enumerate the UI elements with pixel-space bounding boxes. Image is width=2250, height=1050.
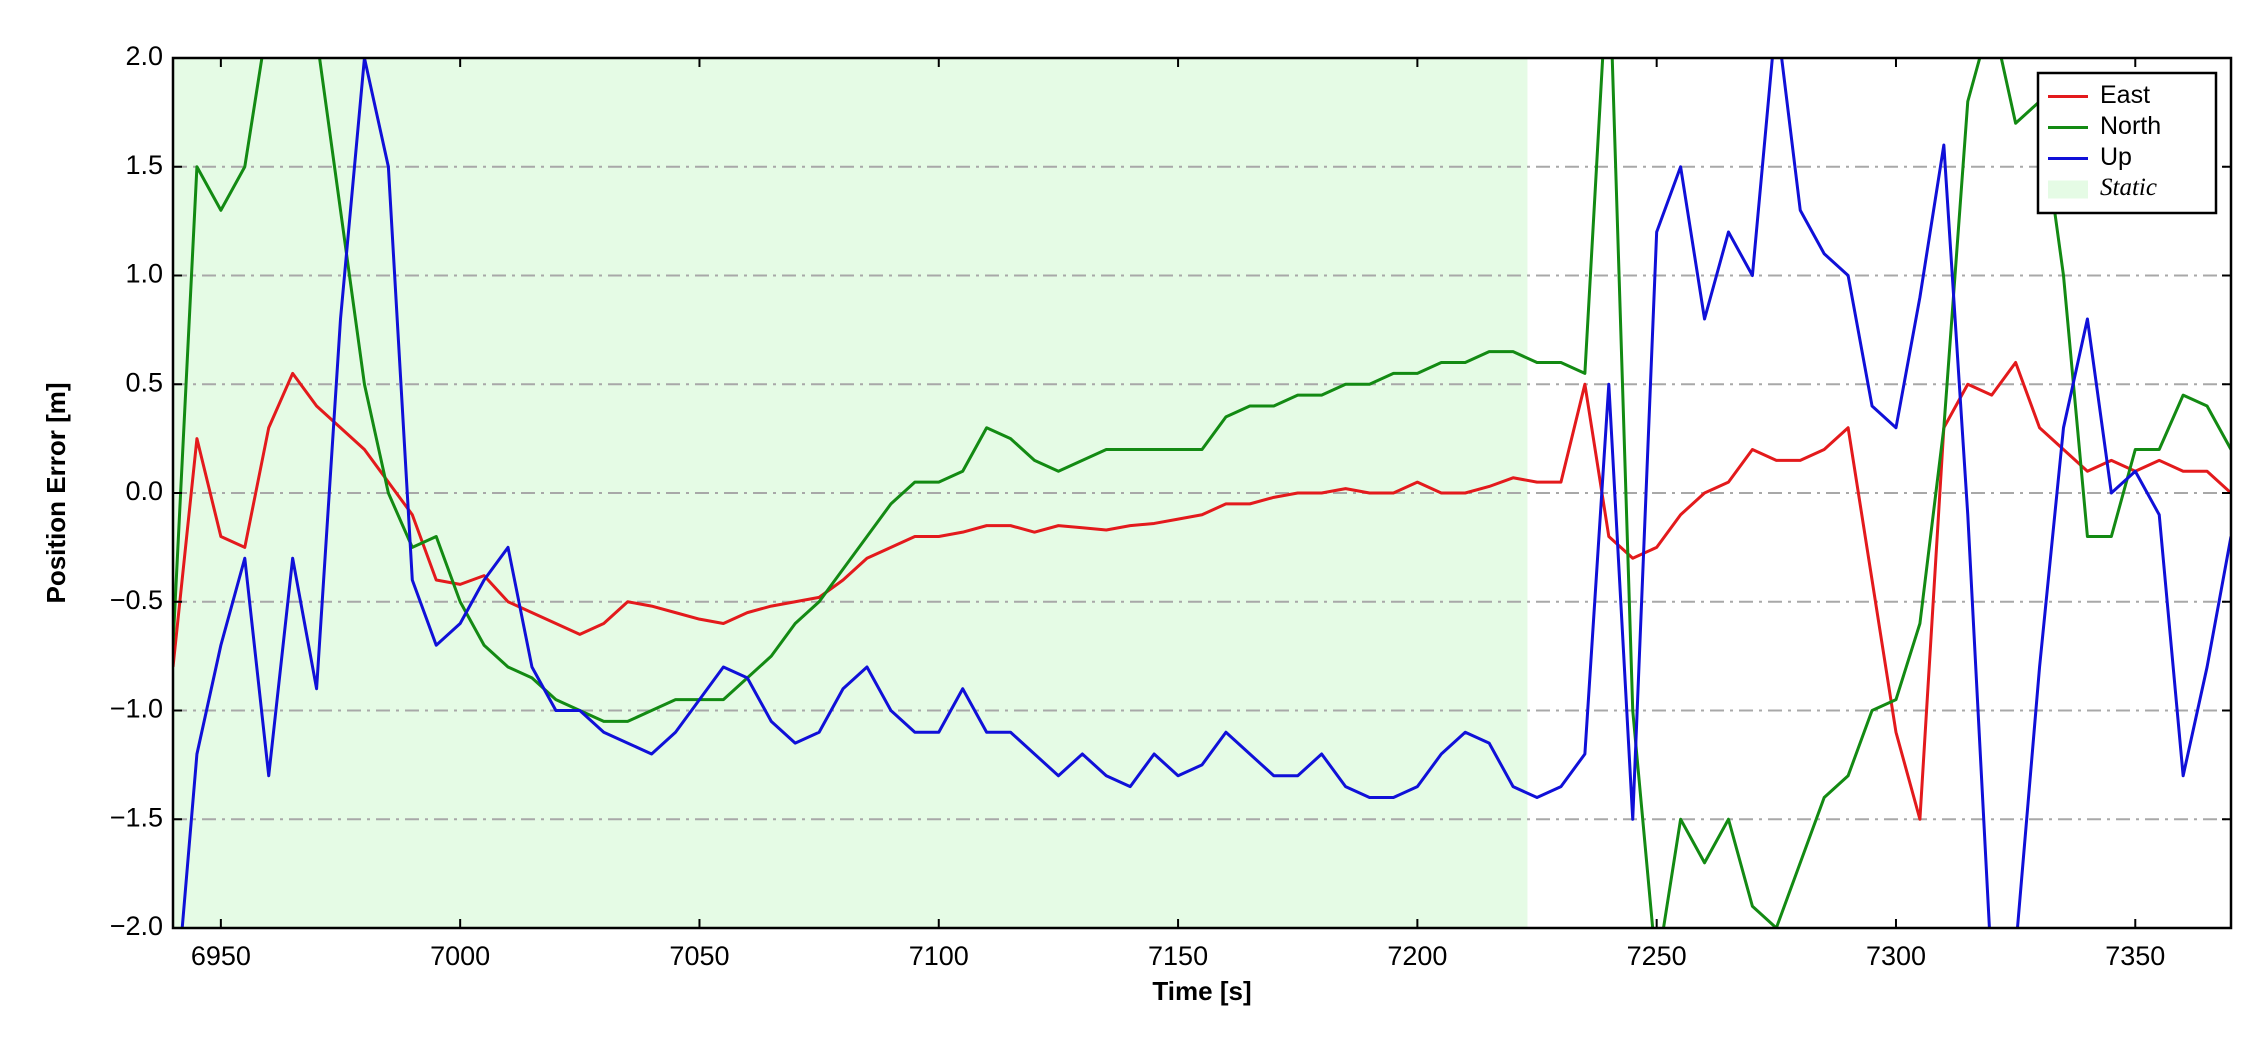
x-tick-label: 7150 [1148,941,1208,971]
y-axis-label: Position Error [m] [41,382,71,603]
x-tick-label: 7050 [669,941,729,971]
x-tick-label: 7000 [430,941,490,971]
y-tick-label: −1.5 [110,802,163,832]
series-line [173,361,2231,821]
axes-layer: −2.0 −1.5 −1.0 −0.5 0.0 0.5 1.0 1.5 2.0 6950 7000 7… [110,41,2233,971]
series-line [180,58,2231,928]
y-tick-label: −2.0 [110,911,163,941]
plot-frame [171,56,2233,930]
legend-label: North [2100,112,2161,140]
y-tick-label: 1.0 [125,259,163,289]
y-tick-label: 2.0 [125,41,163,71]
legend-label: Static [2100,174,2157,201]
y-tick-label: 1.5 [125,150,163,180]
y-tick-label: 0.5 [125,367,163,397]
x-tick-label: 7250 [1627,941,1687,971]
y-tick-label: −0.5 [110,585,163,615]
x-tick-label: 7200 [1387,941,1447,971]
x-tick-label: 7350 [2105,941,2165,971]
lines-layer [173,58,2231,928]
x-axis-label: Time [s] [1152,976,1251,1006]
legend-swatch [2048,180,2088,199]
series-line [173,58,2231,928]
x-tick-label: 7100 [909,941,969,971]
x-tick-label: 7300 [1866,941,1926,971]
y-tick-label: 0.0 [125,476,163,506]
y-tick-label: −1.0 [110,694,163,724]
legend: East North Up Static [2036,71,2218,215]
legend-label: Up [2100,143,2132,171]
x-tick-label: 6950 [191,941,251,971]
legend-label: East [2100,81,2150,109]
